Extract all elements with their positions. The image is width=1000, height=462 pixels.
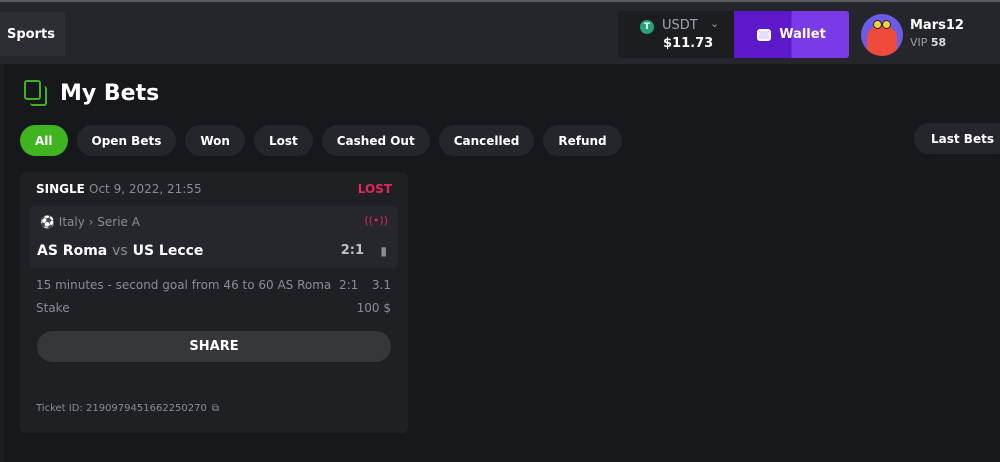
- bet-card: SINGLE Oct 9, 2022, 21:55 LOST ⚽ Italy ›…: [20, 172, 408, 433]
- match-teams: AS Roma vs US Lecce: [37, 243, 204, 259]
- bet-filter-tabs: All Open Bets Won Lost Cashed Out Cancel…: [20, 125, 622, 156]
- page-title: My Bets: [60, 80, 160, 106]
- page-header: My Bets: [24, 80, 159, 106]
- sports-label: Sports: [7, 26, 55, 42]
- copy-icon[interactable]: ⧉: [211, 403, 220, 414]
- wallet-label: Wallet: [779, 27, 826, 42]
- market-name: 15 minutes - second goal from 46 to 60 A…: [36, 278, 332, 292]
- tab-cancelled[interactable]: Cancelled: [438, 125, 535, 156]
- wallet-button[interactable]: Wallet: [734, 11, 849, 58]
- match-score: 2:1: [340, 243, 364, 258]
- tab-all[interactable]: All: [20, 125, 68, 156]
- bet-type: SINGLE: [36, 182, 85, 196]
- last-bets-dropdown[interactable]: Last Bets: [914, 123, 1000, 154]
- bets-icon: [24, 80, 48, 106]
- balance-amount: $11.73: [663, 36, 714, 51]
- left-strip: [0, 64, 4, 462]
- vip-level: VIP 58: [910, 36, 947, 49]
- soccer-ball-icon: ⚽: [40, 215, 55, 229]
- avatar[interactable]: [861, 14, 903, 56]
- stats-icon[interactable]: ▮: [380, 244, 387, 258]
- tab-lost[interactable]: Lost: [253, 125, 313, 156]
- selection: 2:1: [338, 278, 359, 292]
- tab-refund[interactable]: Refund: [543, 125, 622, 156]
- tab-cashed-out[interactable]: Cashed Out: [321, 125, 430, 156]
- status-badge: LOST: [357, 182, 392, 196]
- tab-open-bets[interactable]: Open Bets: [76, 125, 177, 156]
- currency-label: USDT: [662, 18, 698, 33]
- username[interactable]: Mars12: [910, 18, 964, 33]
- market-row: 15 minutes - second goal from 46 to 60 A…: [36, 278, 391, 292]
- stake-row: Stake 100 $: [36, 301, 391, 315]
- live-broadcast-icon: ((•)): [364, 214, 388, 227]
- share-button[interactable]: SHARE: [37, 331, 391, 362]
- stake-label: Stake: [36, 301, 70, 315]
- sports-button[interactable]: Sports: [0, 12, 65, 56]
- tab-won[interactable]: Won: [185, 125, 245, 156]
- stake-value: 100 $: [356, 301, 391, 315]
- currency-selector[interactable]: T USDT ⌄ $11.73: [618, 11, 734, 58]
- odds: 3.1: [371, 278, 391, 292]
- top-bar: Sports T USDT ⌄ $11.73 Wallet Mars12 VIP…: [0, 0, 1000, 64]
- tether-icon: T: [640, 20, 654, 34]
- ticket-id: Ticket ID: 2190979451662250270 ⧉: [36, 403, 220, 414]
- wallet-icon: [757, 28, 772, 41]
- event-box[interactable]: ⚽ Italy › Serie A ((•)) AS Roma vs US Le…: [29, 206, 398, 268]
- league-breadcrumb: ⚽ Italy › Serie A: [40, 215, 140, 229]
- bet-date: Oct 9, 2022, 21:55: [89, 182, 202, 196]
- chevron-down-icon: ⌄: [710, 17, 720, 30]
